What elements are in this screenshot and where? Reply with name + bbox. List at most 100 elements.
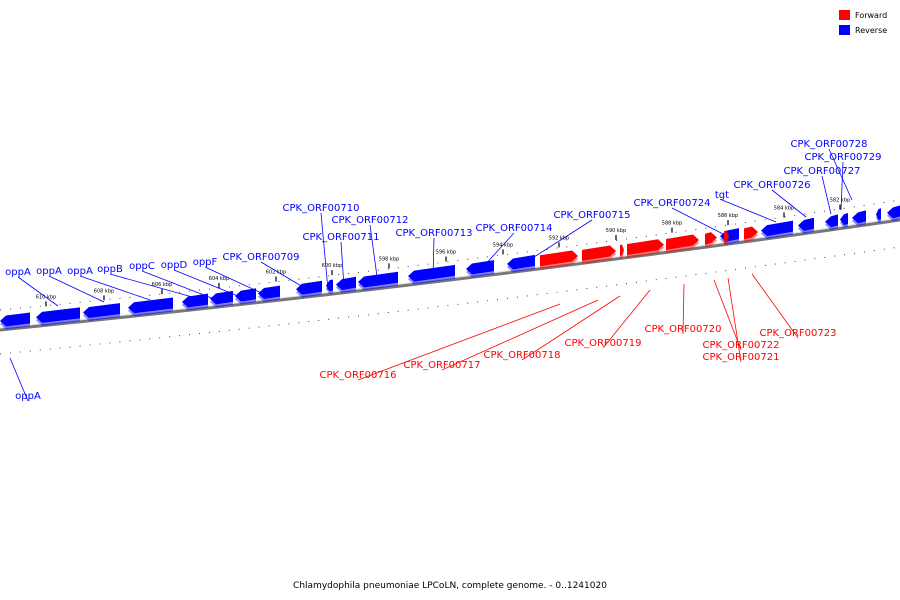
gene-label-reverse: CPK_ORF00713 <box>396 228 473 239</box>
gene-label-reverse: CPK_ORF00714 <box>476 223 553 234</box>
kbp-tick-label: 584 kbp <box>774 205 794 211</box>
gene-labels: oppA oppA oppA oppB oppC oppD oppF CPK_ORF00709… <box>5 139 881 402</box>
gene-arrow-forward <box>582 245 616 261</box>
gene-arrow-reverse <box>840 212 848 226</box>
gene-arrow-reverse <box>326 279 333 292</box>
gene-arrow-reverse <box>296 280 322 295</box>
gene-arrow-reverse <box>761 220 793 237</box>
gene-label-reverse: CPK_ORF00709 <box>223 252 300 263</box>
kbp-tick-label: 604 kbp <box>209 276 229 282</box>
legend-label-forward: Forward <box>855 11 887 20</box>
gene-label-reverse: oppA <box>15 391 41 402</box>
gene-label-reverse: CPK_ORF00728 <box>791 139 868 150</box>
gene-label-reverse: CPK_ORF00715 <box>554 210 631 221</box>
legend: Forward Reverse <box>839 10 887 35</box>
kbp-tick-label: 588 kbp <box>662 221 682 227</box>
gene-arrow-forward <box>744 226 758 240</box>
gene-arrow-reverse <box>507 254 535 270</box>
leader-line <box>771 189 807 218</box>
gene-arrow-reverse <box>235 288 256 302</box>
gene-label-reverse: CPK_ORF00710 <box>283 203 360 214</box>
gene-label-reverse: oppA <box>36 266 62 277</box>
leader-line <box>357 303 561 381</box>
gene-arrow-reverse <box>83 303 120 319</box>
kbp-tick-label: 600 kbp <box>322 263 342 269</box>
leader-line <box>713 279 742 351</box>
kbp-tick-label: 590 kbp <box>606 228 626 234</box>
gene-arrow-forward <box>724 230 729 243</box>
gene-arrow-reverse <box>358 271 398 288</box>
gene-arrow-reverse <box>128 297 173 314</box>
gene-label-reverse: oppC <box>129 261 155 272</box>
leader-lines <box>9 148 853 402</box>
gene-arrows <box>0 205 900 330</box>
gene-label-reverse: CPK_ORF00724 <box>634 198 711 209</box>
leader-line <box>9 357 29 402</box>
gene-arrow-reverse <box>182 293 208 308</box>
leader-line <box>48 275 105 303</box>
gene-label-forward: CPK_ORF00722 <box>703 340 780 351</box>
gene-arrow-reverse <box>887 205 900 219</box>
gene-arrow-reverse <box>798 217 814 231</box>
gene-arrow-reverse <box>210 290 233 305</box>
gene-label-forward: CPK_ORF00723 <box>760 328 837 339</box>
leader-line <box>79 275 151 301</box>
leader-line <box>828 148 853 201</box>
kbp-tick-label: 586 kbp <box>718 213 738 219</box>
leader-line <box>141 270 223 303</box>
leader-line <box>727 277 742 363</box>
gene-label-reverse: oppF <box>193 257 218 268</box>
gene-arrow-forward <box>666 234 699 250</box>
gene-label-reverse: oppB <box>97 264 123 275</box>
genome-backbone-highlight <box>0 217 900 329</box>
gene-arrow-reverse <box>466 260 494 275</box>
gene-label-forward: CPK_ORF00716 <box>320 370 397 381</box>
gene-label-forward: CPK_ORF00717 <box>404 360 481 371</box>
kbp-tick-label: 592 kbp <box>549 235 569 241</box>
genome-backbone <box>0 218 900 332</box>
gene-label-reverse: CPK_ORF00726 <box>734 180 811 191</box>
gene-label-reverse: CPK_ORF00711 <box>303 232 380 243</box>
kbp-tick-label: 608 kbp <box>94 288 114 294</box>
gene-label-reverse: tgt <box>715 190 729 201</box>
figure-caption: Chlamydophila pneumoniae LPCoLN, complet… <box>293 581 607 591</box>
gene-arrow-forward <box>705 232 717 245</box>
gene-arrow-forward <box>627 239 664 256</box>
leader-line <box>671 207 728 237</box>
legend-swatch-reverse <box>839 25 850 35</box>
gene-label-forward: CPK_ORF00721 <box>703 352 780 363</box>
leader-line <box>260 261 309 291</box>
leader-line <box>441 299 599 371</box>
leader-line <box>369 224 379 285</box>
leader-line <box>751 273 799 339</box>
kbp-tick-label: 598 kbp <box>379 256 399 262</box>
gene-label-forward: CPK_ORF00720 <box>645 324 722 335</box>
gene-arrow-reverse <box>336 276 356 291</box>
leader-line <box>521 295 621 361</box>
gene-arrow-reverse <box>825 214 838 228</box>
gene-arrow-reverse <box>876 208 881 220</box>
gene-arrow-forward <box>540 250 578 267</box>
gene-label-forward: CPK_ORF00718 <box>484 350 561 361</box>
leader-line <box>721 199 777 223</box>
kbp-tick-label: 596 kbp <box>436 249 456 255</box>
leader-line <box>602 289 651 349</box>
kbp-tick-label: 582 kbp <box>830 198 850 204</box>
leader-line <box>320 212 329 291</box>
legend-swatch-forward <box>839 10 850 20</box>
gene-label-reverse: CPK_ORF00729 <box>805 152 882 163</box>
leader-line <box>17 276 59 307</box>
leader-line <box>840 161 844 211</box>
gene-label-reverse: CPK_ORF00727 <box>784 166 861 177</box>
gene-arrow-reverse <box>408 264 455 282</box>
gene-label-forward: CPK_ORF00719 <box>565 338 642 349</box>
gene-arrow-reverse <box>36 307 80 323</box>
gene-arrow-reverse <box>0 312 30 327</box>
kbp-tick-label: 602 kbp <box>266 270 286 276</box>
gene-label-reverse: oppA <box>5 267 31 278</box>
gene-label-reverse: oppA <box>67 266 93 277</box>
gene-label-reverse: CPK_ORF00712 <box>332 215 409 226</box>
gene-label-reverse: oppD <box>161 260 188 271</box>
leader-line <box>682 283 685 335</box>
